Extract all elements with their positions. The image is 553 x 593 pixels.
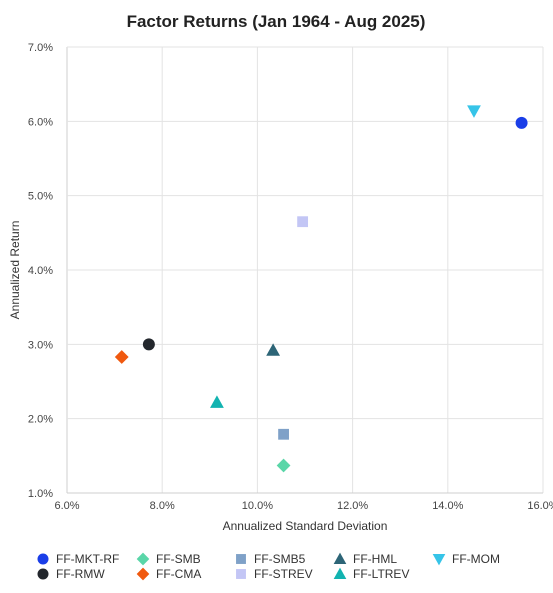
legend-marker-ff-mom [432,553,446,566]
y-tick-label: 6.0% [28,116,53,128]
legend-label: FF-RMW [56,567,105,581]
chart-title: Factor Returns (Jan 1964 - Aug 2025) [127,12,426,31]
x-tick-label: 12.0% [337,500,368,512]
legend-label: FF-STREV [254,567,313,581]
x-tick-label: 16.0% [527,500,553,512]
legend-marker-ff-smb [136,552,150,566]
point-ff-smb5 [278,428,289,440]
legend-marker-ff-smb5 [236,554,246,564]
legend-label: FF-MOM [452,552,500,566]
legend-marker-ff-mkt-rf [37,553,49,565]
point-ff-strev [297,216,309,228]
y-tick-label: 2.0% [28,414,53,426]
legend-marker-ff-hml [333,552,347,565]
point-ff-mom [467,105,481,118]
legend-marker-ff-strev [236,569,246,579]
point-ff-ltrev [210,395,224,408]
legend-marker-ff-rmw [37,568,49,580]
y-tick-label: 7.0% [28,42,53,54]
x-tick-label: 10.0% [242,500,273,512]
y-axis-label: Annualized Return [8,221,22,320]
legend-label: FF-LTREV [353,567,409,581]
legend-marker-ff-ltrev [333,567,347,580]
x-tick-label: 6.0% [54,500,79,512]
legend-label: FF-MKT-RF [56,552,119,566]
point-ff-smb [276,458,291,473]
legend: FF-MKT-RF FF-SMB FF-SMB5 FF-HML FF-MOM FF-RMW… [37,552,500,581]
y-tick-label: 1.0% [28,488,53,500]
y-tick-label: 3.0% [28,339,53,351]
point-ff-mkt-rf [515,116,528,129]
legend-label: FF-HML [353,552,397,566]
point-ff-hml [266,343,281,356]
legend-label: FF-SMB [156,552,201,566]
data-points [114,105,528,473]
y-tick-label: 4.0% [28,265,53,277]
legend-marker-ff-cma [136,567,150,581]
y-tick-label: 5.0% [28,191,53,203]
point-ff-cma [114,350,129,364]
legend-label: FF-CMA [156,567,201,581]
y-axis-ticks: 1.0% 2.0% 3.0% 4.0% 5.0% 6.0% 7.0% [28,42,53,500]
x-tick-label: 8.0% [150,500,175,512]
point-ff-rmw [142,338,155,351]
x-axis-ticks: 6.0% 8.0% 10.0% 12.0% 14.0% 16.0% [54,500,553,512]
x-axis-label: Annualized Standard Deviation [223,519,388,533]
x-tick-label: 14.0% [432,500,463,512]
legend-label: FF-SMB5 [254,552,306,566]
grid [66,46,544,494]
